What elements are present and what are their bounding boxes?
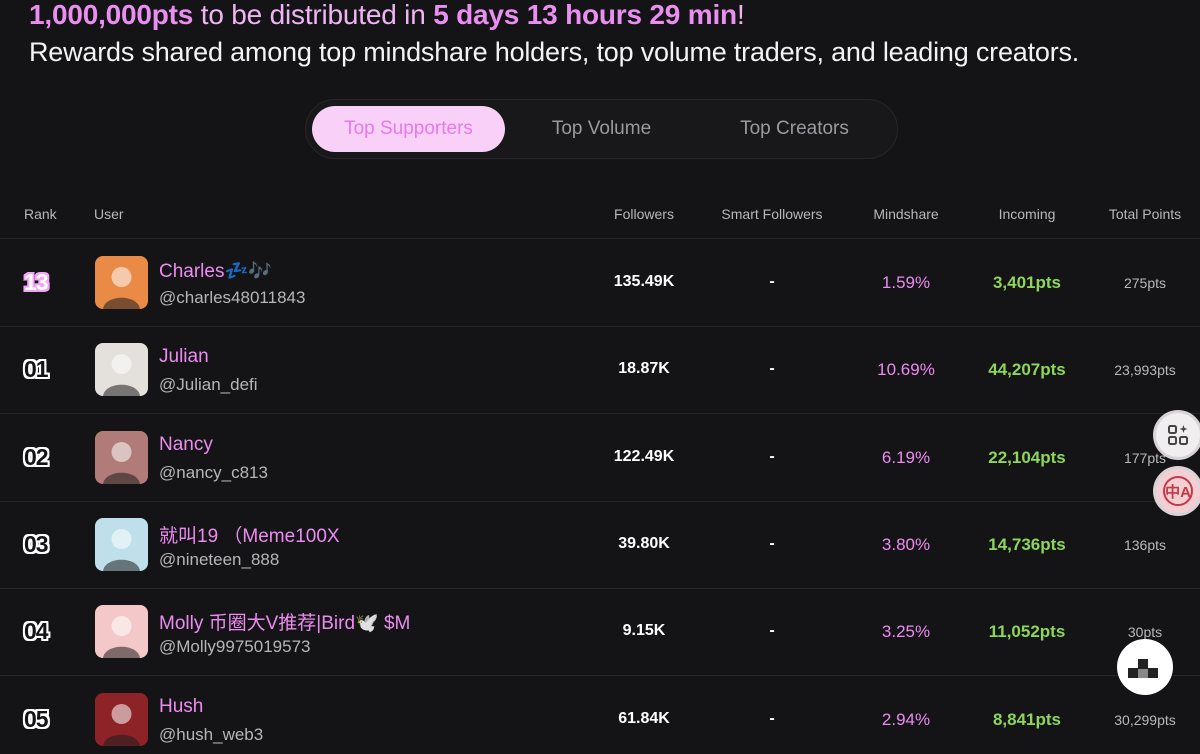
tab-top-supporters[interactable]: Top Supporters: [312, 106, 505, 152]
table-row[interactable]: 13 Charles💤🎶 @charles48011843 135.49K - 1.59%…: [0, 239, 1200, 326]
total-points-value: 275pts: [1123, 275, 1167, 291]
tab-top-creators[interactable]: Top Creators: [740, 118, 849, 139]
user-avatar-icon: [95, 518, 148, 571]
followers-value: 122.49K: [613, 448, 675, 465]
user-handle: @Julian_defi: [159, 375, 258, 394]
avatar[interactable]: [95, 431, 148, 484]
total-points-value: 23,993pts: [1114, 362, 1176, 378]
total-points-value: 136pts: [1123, 537, 1167, 553]
divider: [0, 326, 1200, 327]
reward-points: 1,000,000pts: [29, 0, 194, 30]
smart-followers-value: -: [769, 273, 775, 290]
table-row[interactable]: 02 Nancy @nancy_c813 122.49K - 6.19% 22,104pts…: [0, 414, 1200, 501]
user-avatar-icon: [95, 605, 148, 658]
reward-distributed-text: to be distributed in: [200, 0, 426, 30]
user-handle: @Molly9975019573: [159, 637, 311, 656]
total-points-value: 30pts: [1127, 624, 1163, 640]
apps-button[interactable]: [1156, 413, 1200, 457]
rank-number: 05: [24, 706, 49, 732]
avatar[interactable]: [95, 693, 148, 746]
mindshare-value: 10.69%: [877, 360, 935, 379]
table-row[interactable]: 05 Hush @hush_web3 61.84K - 2.94% 8,841pts 30,2…: [0, 676, 1200, 754]
user-avatar-icon: [95, 431, 148, 484]
rank-number: 02: [24, 444, 49, 470]
incoming-value: 22,104pts: [988, 448, 1066, 467]
column-user: User: [94, 206, 124, 222]
smart-followers-value: -: [769, 448, 775, 465]
reward-exclaim: !: [736, 0, 745, 30]
table-row[interactable]: 03 就叫19 （Meme100X @nineteen_888 39.80K - 3.80…: [0, 501, 1200, 588]
mindshare-value: 1.59%: [881, 273, 931, 292]
reward-countdown: 5 days 13 hours 29 min: [433, 0, 737, 30]
followers-value: 135.49K: [613, 273, 675, 290]
column-rank: Rank: [24, 206, 57, 222]
user-handle: @nineteen_888: [159, 550, 280, 569]
translate-icon: 中A: [1163, 476, 1193, 506]
table-header: Rank User Followers Smart Followers Mind…: [0, 200, 1200, 238]
user-name[interactable]: 就叫19 （Meme100X: [159, 526, 340, 547]
avatar[interactable]: [95, 605, 148, 658]
tab-top-volume[interactable]: Top Volume: [551, 118, 652, 139]
rank-number: 04: [24, 618, 49, 644]
total-points-value: 30,299pts: [1114, 712, 1176, 728]
smart-followers-value: -: [769, 535, 775, 552]
reward-banner: 1,000,000pts to be distributed in 5 days…: [29, 0, 1194, 71]
column-smart-followers: Smart Followers: [721, 206, 823, 222]
user-handle: @nancy_c813: [159, 463, 268, 482]
leaderboard-tabs: Top Supporters Top Volume Top Creators: [305, 99, 898, 159]
rank-number: 01: [24, 356, 49, 382]
table-row[interactable]: 04 Molly 币圈大V推荐|Bird🕊️ $M @Molly9975019573…: [0, 588, 1200, 675]
incoming-value: 8,841pts: [992, 710, 1062, 729]
column-total-points: Total Points: [1108, 206, 1182, 222]
column-followers: Followers: [614, 206, 674, 222]
followers-value: 9.15K: [622, 622, 666, 639]
mindshare-value: 2.94%: [881, 710, 931, 729]
followers-value: 39.80K: [618, 535, 670, 552]
reward-subtitle: Rewards shared among top mindshare holde…: [29, 37, 1080, 67]
mindshare-value: 3.80%: [881, 535, 931, 554]
user-name[interactable]: Hush: [159, 696, 204, 717]
divider: [0, 588, 1200, 589]
user-avatar-icon: [95, 256, 148, 309]
smart-followers-value: -: [769, 360, 775, 377]
mindshare-value: 6.19%: [881, 448, 931, 467]
avatar[interactable]: [95, 518, 148, 571]
smart-followers-value: -: [769, 622, 775, 639]
rank-number: 03: [24, 531, 49, 557]
incoming-value: 3,401pts: [992, 273, 1062, 292]
mindshare-value: 3.25%: [881, 622, 931, 641]
user-avatar-icon: [95, 343, 148, 396]
column-incoming: Incoming: [998, 206, 1056, 222]
user-name[interactable]: Nancy: [159, 434, 213, 455]
incoming-value: 11,052pts: [988, 622, 1066, 641]
column-mindshare: Mindshare: [873, 206, 939, 222]
divider: [0, 675, 1200, 676]
divider: [0, 501, 1200, 502]
total-points-value: 177pts: [1123, 450, 1167, 466]
divider: [0, 413, 1200, 414]
user-avatar-icon: [95, 693, 148, 746]
user-name[interactable]: Julian: [159, 346, 209, 367]
user-handle: @hush_web3: [159, 725, 264, 744]
divider: [0, 238, 1200, 239]
incoming-value: 14,736pts: [988, 535, 1066, 554]
translate-button[interactable]: 中A: [1156, 469, 1200, 513]
followers-value: 18.87K: [618, 360, 670, 377]
smart-followers-value: -: [769, 710, 775, 727]
reward-headline: 1,000,000pts to be distributed in 5 days…: [29, 0, 1194, 30]
incoming-value: 44,207pts: [988, 360, 1066, 379]
staircase-logo-icon: [1128, 659, 1158, 678]
apps-sparkle-icon: [1168, 425, 1188, 445]
followers-value: 61.84K: [618, 710, 670, 727]
user-handle: @charles48011843: [159, 288, 306, 307]
rank-number: 13: [24, 269, 49, 295]
avatar[interactable]: [95, 343, 148, 396]
user-name[interactable]: Charles💤🎶: [159, 261, 272, 282]
user-name[interactable]: Molly 币圈大V推荐|Bird🕊️ $M: [159, 613, 411, 634]
table-row[interactable]: 01 Julian @Julian_defi 18.87K - 10.69% 44,207p…: [0, 326, 1200, 413]
quick-action-button[interactable]: [1117, 639, 1173, 695]
avatar[interactable]: [95, 256, 148, 309]
